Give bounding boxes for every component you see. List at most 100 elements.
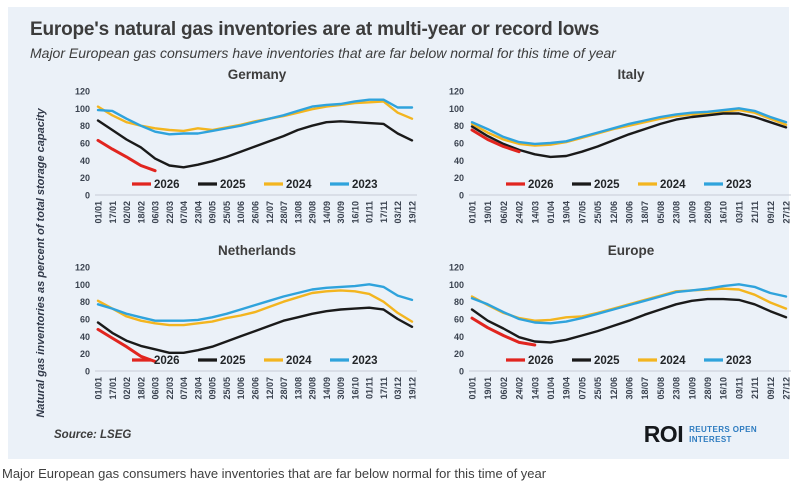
line-2023 xyxy=(470,283,788,325)
chart-panel-europe: Europe 0 20 40 60 80 100 120 01/01 19/01 06/02 24/… xyxy=(426,243,794,417)
x-tick-label: 03/11 xyxy=(734,377,744,399)
x-tick-label: 01/01 xyxy=(468,377,478,400)
x-tick-label: 09/05 xyxy=(208,377,218,400)
legend-label-2024: 2024 xyxy=(286,179,312,191)
y-tick-label: 100 xyxy=(75,280,90,290)
line-2026 xyxy=(470,316,537,347)
chart-panel-germany: Germany 0 20 40 60 80 100 120 01/01 17/01 02/02 18… xyxy=(52,67,420,241)
x-tick-label: 13/08 xyxy=(293,201,303,224)
legend-label-2026: 2026 xyxy=(154,179,180,191)
x-tick-label: 09/05 xyxy=(208,201,218,224)
chart-panel-italy: Italy 0 20 40 60 80 100 120 01/01 19/01 06/02 24/0… xyxy=(426,67,794,241)
line-2023 xyxy=(96,283,414,322)
line-2025 xyxy=(470,112,788,159)
x-tick-label: 01/11 xyxy=(365,377,375,399)
x-tick-label: 14/03 xyxy=(530,377,540,400)
x-tick-label: 30/06 xyxy=(625,201,635,224)
x-tick-label: 06/03 xyxy=(151,201,161,224)
x-tick-label: 06/02 xyxy=(499,201,509,224)
y-tick-label: 80 xyxy=(80,121,90,131)
panel-title: Italy xyxy=(617,67,645,82)
x-tick-label: 19/04 xyxy=(562,201,572,224)
x-tick-label: 22/03 xyxy=(165,201,175,224)
y-axis-label: Natural gas inventories as percent of to… xyxy=(35,108,47,418)
chart-panel-netherlands: Netherlands 0 20 40 60 80 100 120 01/01 17/01 02/… xyxy=(52,243,420,417)
y-tick-label: 40 xyxy=(80,156,90,166)
y-tick-label: 20 xyxy=(454,349,464,359)
x-tick-label: 24/02 xyxy=(515,201,525,224)
x-tick-label: 23/04 xyxy=(193,377,203,400)
x-tick-label: 03/12 xyxy=(393,377,403,400)
line-2026 xyxy=(96,138,157,173)
y-tick-label: 0 xyxy=(459,191,464,201)
roi-logo-mark: ROI xyxy=(643,421,684,447)
x-tick-label: 10/06 xyxy=(236,201,246,224)
y-tick-label: 120 xyxy=(75,263,90,273)
x-tick-label: 02/02 xyxy=(122,377,132,400)
x-tick-label: 03/11 xyxy=(734,201,744,223)
x-tick-label: 12/07 xyxy=(265,201,275,224)
x-tick-label: 23/08 xyxy=(672,201,682,224)
line-2024 xyxy=(96,289,414,327)
x-tick-label: 16/10 xyxy=(719,377,729,400)
legend-label-2024: 2024 xyxy=(660,179,686,191)
roi-logo-line1: REUTERS OPEN xyxy=(689,424,757,434)
y-tick-label: 20 xyxy=(454,173,464,183)
x-tick-label: 07/04 xyxy=(179,377,189,400)
line-2024 xyxy=(470,108,788,147)
y-tick-label: 120 xyxy=(75,87,90,97)
y-tick-label: 60 xyxy=(80,139,90,149)
x-tick-label: 12/06 xyxy=(609,201,619,224)
x-tick-label: 19/01 xyxy=(483,201,493,224)
x-tick-label: 06/02 xyxy=(499,377,509,400)
x-tick-label: 13/08 xyxy=(293,377,303,400)
legend-label-2026: 2026 xyxy=(528,179,554,191)
x-tick-label: 18/07 xyxy=(640,201,650,224)
y-tick-label: 60 xyxy=(454,315,464,325)
x-tick-label: 14/09 xyxy=(322,377,332,400)
line-chart-italy: 0 20 40 60 80 100 120 01/01 19/01 06/02 24/02 14/03… xyxy=(449,87,792,224)
bottom-caption: Major European gas consumers have invent… xyxy=(2,466,547,481)
y-tick-label: 120 xyxy=(449,87,464,97)
y-tick-label: 40 xyxy=(454,156,464,166)
x-tick-label: 14/03 xyxy=(530,201,540,224)
line-2025 xyxy=(96,119,414,169)
line-chart-europe: 0 20 40 60 80 100 120 01/01 19/01 06/02 24/02 14/03… xyxy=(449,263,792,400)
x-tick-label: 21/11 xyxy=(750,377,760,399)
y-tick-label: 40 xyxy=(454,332,464,342)
panel-title: Germany xyxy=(227,67,287,82)
y-tick-label: 100 xyxy=(75,104,90,114)
x-tick-label: 25/05 xyxy=(593,377,603,400)
x-tick-label: 25/05 xyxy=(593,201,603,224)
x-tick-label: 28/07 xyxy=(279,377,289,400)
y-tick-label: 40 xyxy=(80,332,90,342)
charts-grid: Natural gas inventories as percent of to… xyxy=(35,67,792,418)
y-tick-label: 60 xyxy=(80,315,90,325)
legend-label-2023: 2023 xyxy=(726,355,752,367)
y-tick-label: 100 xyxy=(449,104,464,114)
y-tick-label: 120 xyxy=(449,263,464,273)
x-tick-label: 21/11 xyxy=(750,201,760,223)
x-tick-label: 27/12 xyxy=(782,201,792,224)
legend-label-2024: 2024 xyxy=(660,355,686,367)
x-tick-label: 30/09 xyxy=(336,201,346,224)
legend-label-2024: 2024 xyxy=(286,355,312,367)
x-tick-label: 12/07 xyxy=(265,377,275,400)
y-tick-label: 0 xyxy=(459,367,464,377)
chart-card: Europe's natural gas inventories are at … xyxy=(8,7,792,459)
x-tick-label: 18/02 xyxy=(136,377,146,400)
x-tick-label: 18/07 xyxy=(640,377,650,400)
x-tick-label: 26/06 xyxy=(251,201,261,224)
line-2025 xyxy=(96,306,414,355)
x-tick-label: 22/03 xyxy=(165,377,175,400)
x-tick-label: 05/08 xyxy=(656,201,666,224)
legend-label-2023: 2023 xyxy=(352,179,378,191)
y-tick-label: 100 xyxy=(449,280,464,290)
x-tick-label: 17/11 xyxy=(379,201,389,223)
y-tick-label: 60 xyxy=(454,139,464,149)
x-tick-label: 12/06 xyxy=(609,377,619,400)
x-tick-label: 29/08 xyxy=(308,201,318,224)
x-tick-label: 06/03 xyxy=(151,377,161,400)
roi-logo-line2: INTEREST xyxy=(689,434,732,444)
x-tick-label: 19/04 xyxy=(562,377,572,400)
